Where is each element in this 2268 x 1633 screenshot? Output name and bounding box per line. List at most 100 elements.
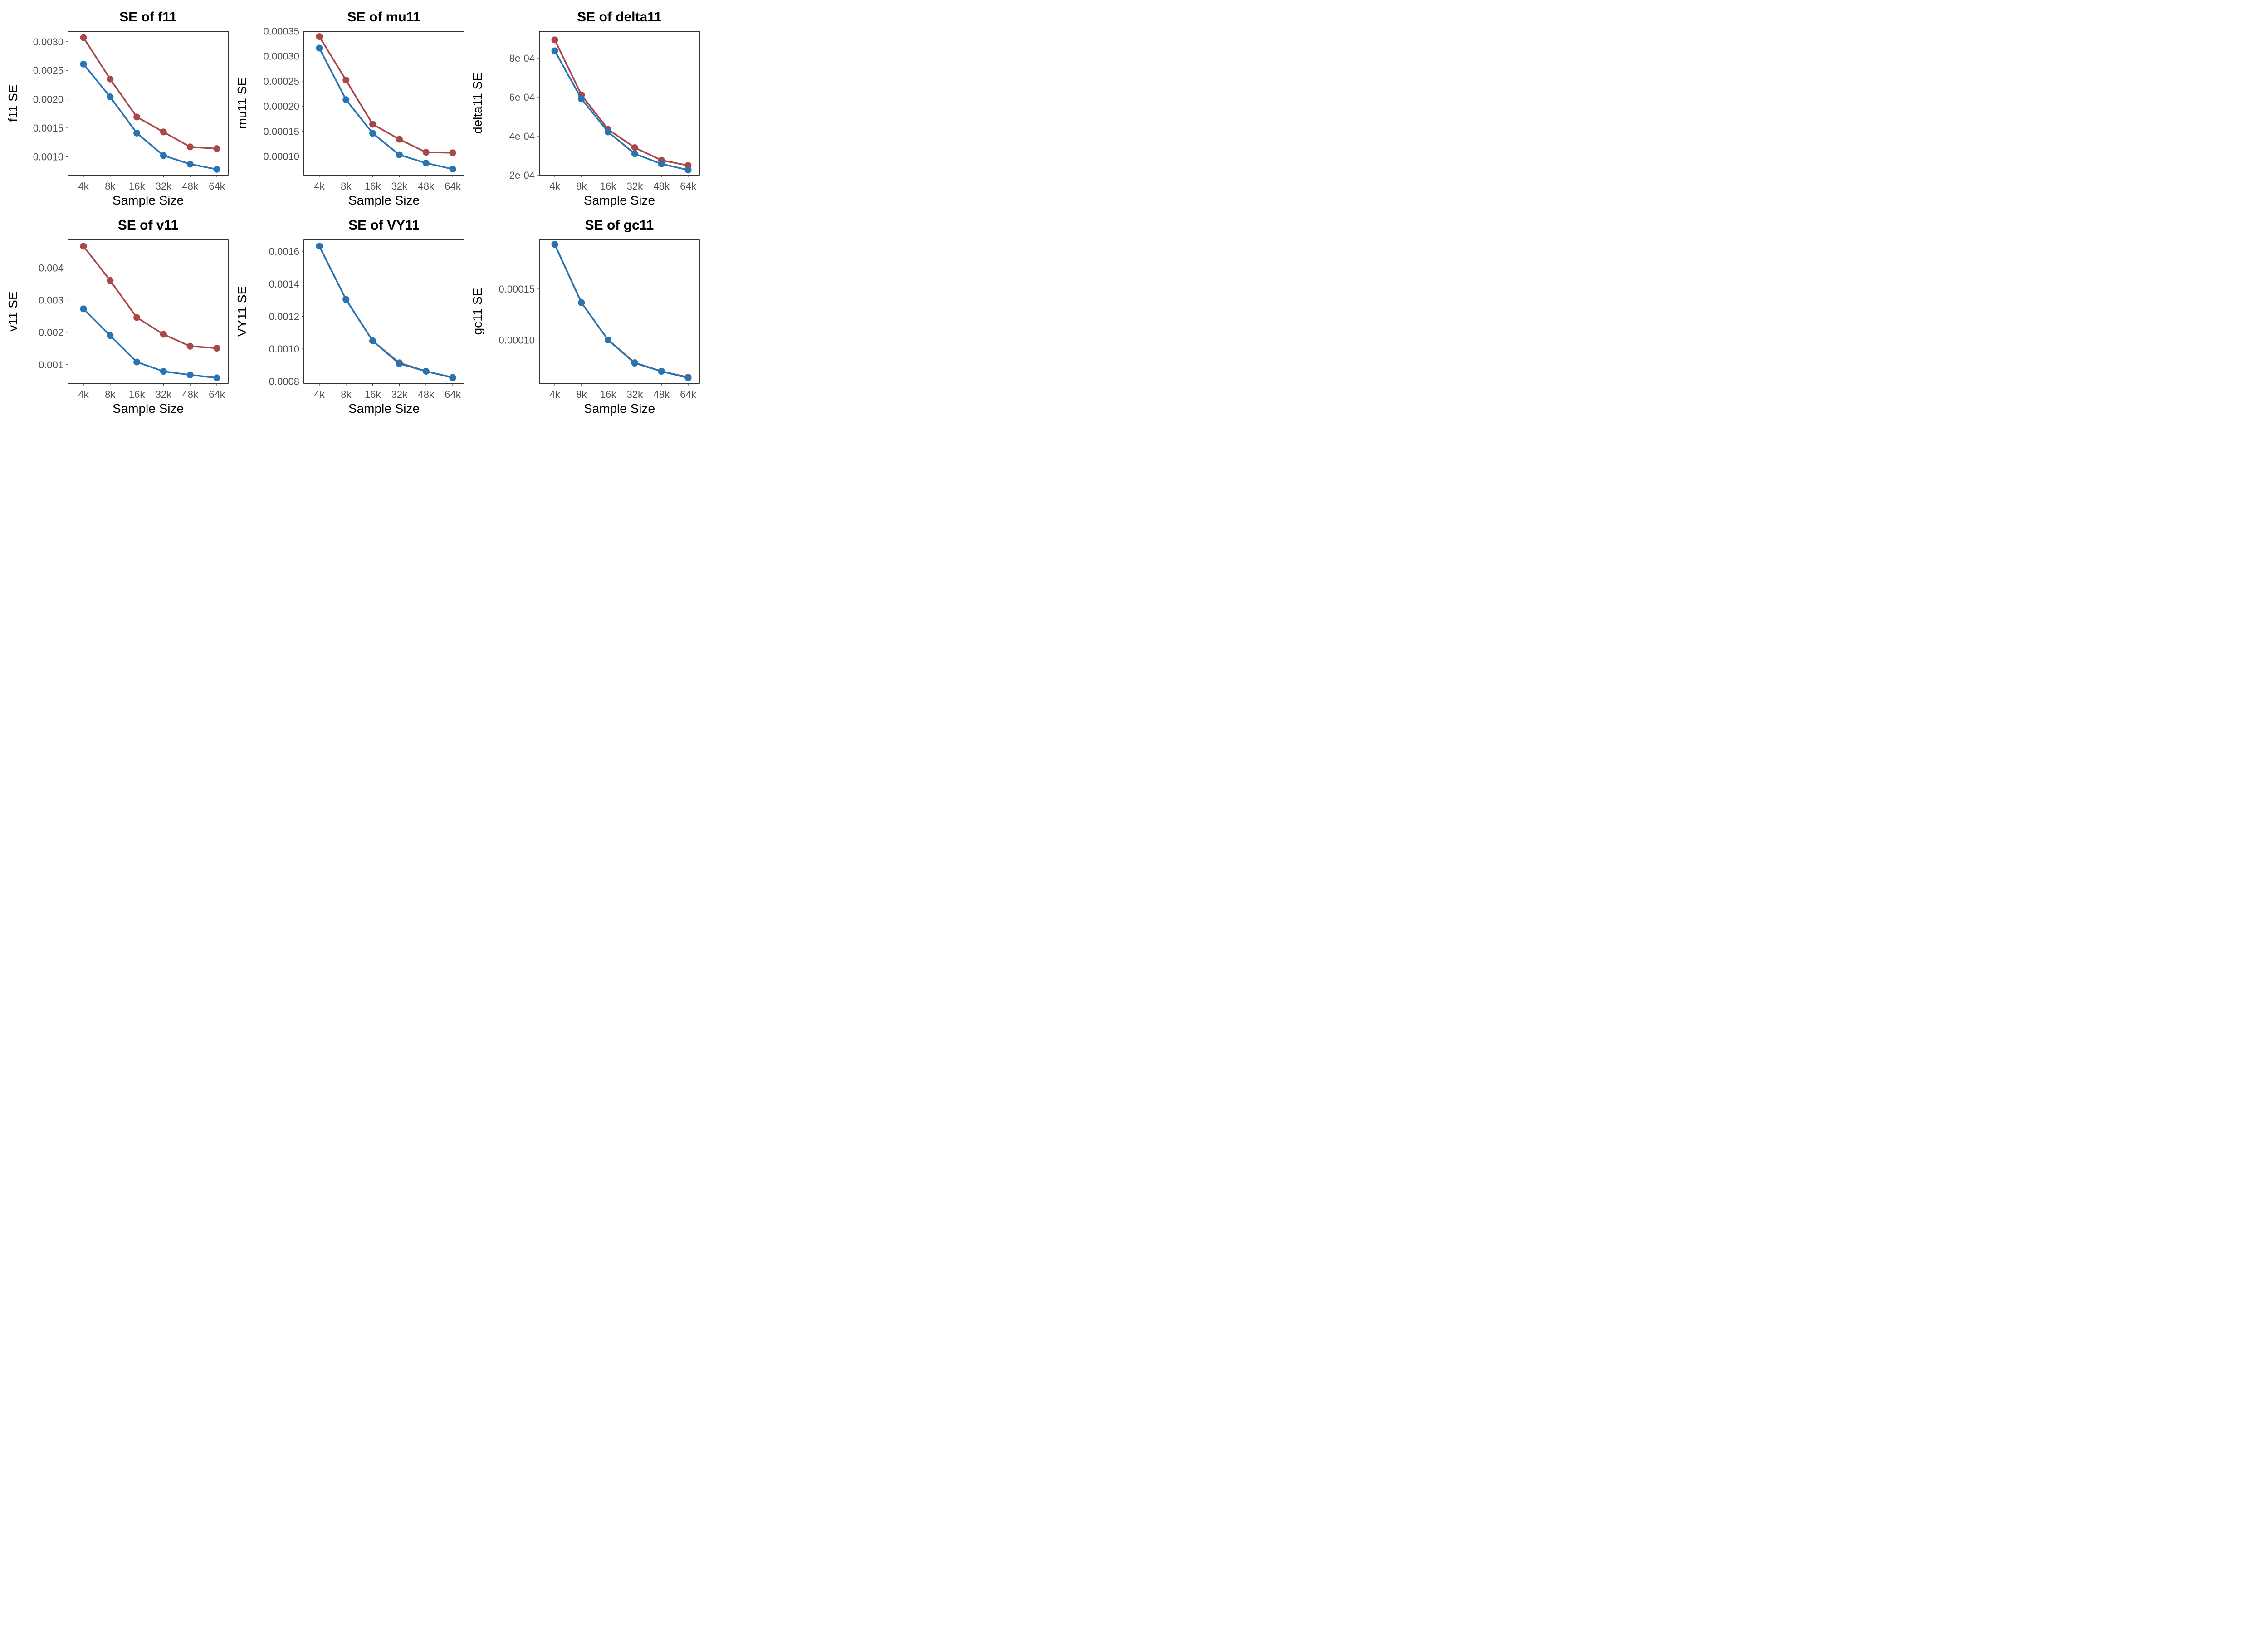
y-axis-label: delta11 SE [470,73,484,134]
data-point [449,166,456,173]
x-tick-label: 16k [600,181,616,192]
data-point [422,367,430,375]
data-point [369,130,376,137]
data-point [133,358,141,366]
data-point [605,336,612,343]
series-line-2 [318,245,453,379]
data-point [396,151,403,158]
data-point [396,360,403,367]
x-tick-label: 48k [418,181,434,192]
series-line-1 [83,245,217,349]
panel-5: SE of VY11 0.0008 0.0010 0.0012 0.0014 0.0016… [235,218,464,416]
data-point [422,149,430,156]
y-axis-label: VY11 SE [235,286,249,337]
x-tick-label: 8k [105,389,116,400]
y-tick-label: 0.004 [39,263,64,274]
chart-grid: SE of f11 0.0010 0.0015 0.0020 0.0025 0.0030 4… [6,10,700,416]
x-tick-label: 48k [182,181,198,192]
x-tick-label: 48k [182,389,198,400]
series-line-1 [554,39,689,166]
y-tick-label: 0.0025 [33,65,64,76]
data-point [631,360,638,367]
x-tick-label: 32k [627,181,643,192]
data-point [316,44,323,52]
y-tick-label: 0.0030 [33,36,64,48]
data-point [186,342,194,350]
y-tick-label: 0.0008 [269,376,299,387]
data-point [316,243,323,250]
x-axis-label: Sample Size [112,401,184,416]
x-axis-label: Sample Size [584,401,655,416]
y-tick-label: 0.00030 [263,51,299,62]
data-point [107,277,114,284]
plot-frame [539,31,700,176]
data-point [186,372,194,379]
x-tick-label: 8k [576,181,587,192]
plot-frame [539,239,700,384]
data-point [213,345,220,352]
data-point [369,121,376,128]
series-line-2 [318,48,453,170]
data-point [160,128,167,136]
data-point [369,337,376,345]
y-axis-label: mu11 SE [235,78,249,129]
panel-3: SE of delta11 2e-04 4e-04 6e-04 8e-04 4k 8k 16k… [470,10,700,207]
data-point [578,95,585,103]
plot-frame [68,239,229,384]
x-tick-label: 16k [129,389,145,400]
x-tick-label: 8k [341,181,352,192]
y-tick-label: 0.0015 [33,122,64,134]
series-line-2 [83,64,217,171]
series-line-2 [554,50,689,171]
x-tick-label: 64k [209,389,225,400]
y-tick-label: 0.003 [39,295,64,306]
data-point [133,314,141,321]
y-tick-label: 0.00015 [263,126,299,137]
data-point [342,96,350,103]
x-tick-label: 4k [314,389,325,400]
y-tick-label: 0.00025 [263,76,299,87]
x-tick-label: 16k [365,389,381,400]
y-axis-label: v11 SE [6,291,20,331]
x-tick-label: 32k [156,181,172,192]
data-point [107,93,114,101]
data-point [213,166,220,173]
data-point [186,161,194,168]
x-tick-label: 32k [627,389,643,400]
data-point [551,47,558,54]
data-point [133,113,141,121]
x-tick-label: 64k [680,389,696,400]
series-line-2 [554,244,689,379]
data-point [160,331,167,338]
y-tick-label: 0.00010 [499,335,535,346]
data-point [658,160,665,167]
y-tick-label: 0.002 [39,327,64,338]
y-tick-label: 0.00010 [263,151,299,162]
y-tick-label: 0.0016 [269,246,299,257]
data-point [578,299,585,306]
y-tick-label: 6e-04 [509,92,535,103]
series-line-1 [318,245,453,378]
series-line-1 [318,36,453,154]
panel-4: SE of v11 0.001 0.002 0.003 0.004 4k 8k 16k 32k 4… [6,218,229,416]
data-point [80,60,87,68]
data-point [605,128,612,136]
series-line-1 [554,244,689,378]
x-tick-label: 64k [209,181,225,192]
y-tick-label: 0.00020 [263,101,299,112]
x-tick-label: 4k [314,181,325,192]
x-tick-label: 32k [156,389,172,400]
panel-6: SE of gc11 0.00010 0.00015 4k 8k 16k 32k 48k 64k… [470,218,700,416]
chart-title: SE of delta11 [577,10,662,24]
y-tick-label: 0.0010 [33,151,64,162]
data-point [449,149,456,156]
x-tick-label: 4k [549,181,560,192]
data-point [551,241,558,248]
data-point [107,75,114,83]
chart-title: SE of v11 [118,218,178,233]
x-tick-label: 32k [391,389,408,400]
data-point [631,150,638,157]
data-point [449,374,456,381]
data-point [684,166,692,174]
y-tick-label: 0.0020 [33,94,64,105]
